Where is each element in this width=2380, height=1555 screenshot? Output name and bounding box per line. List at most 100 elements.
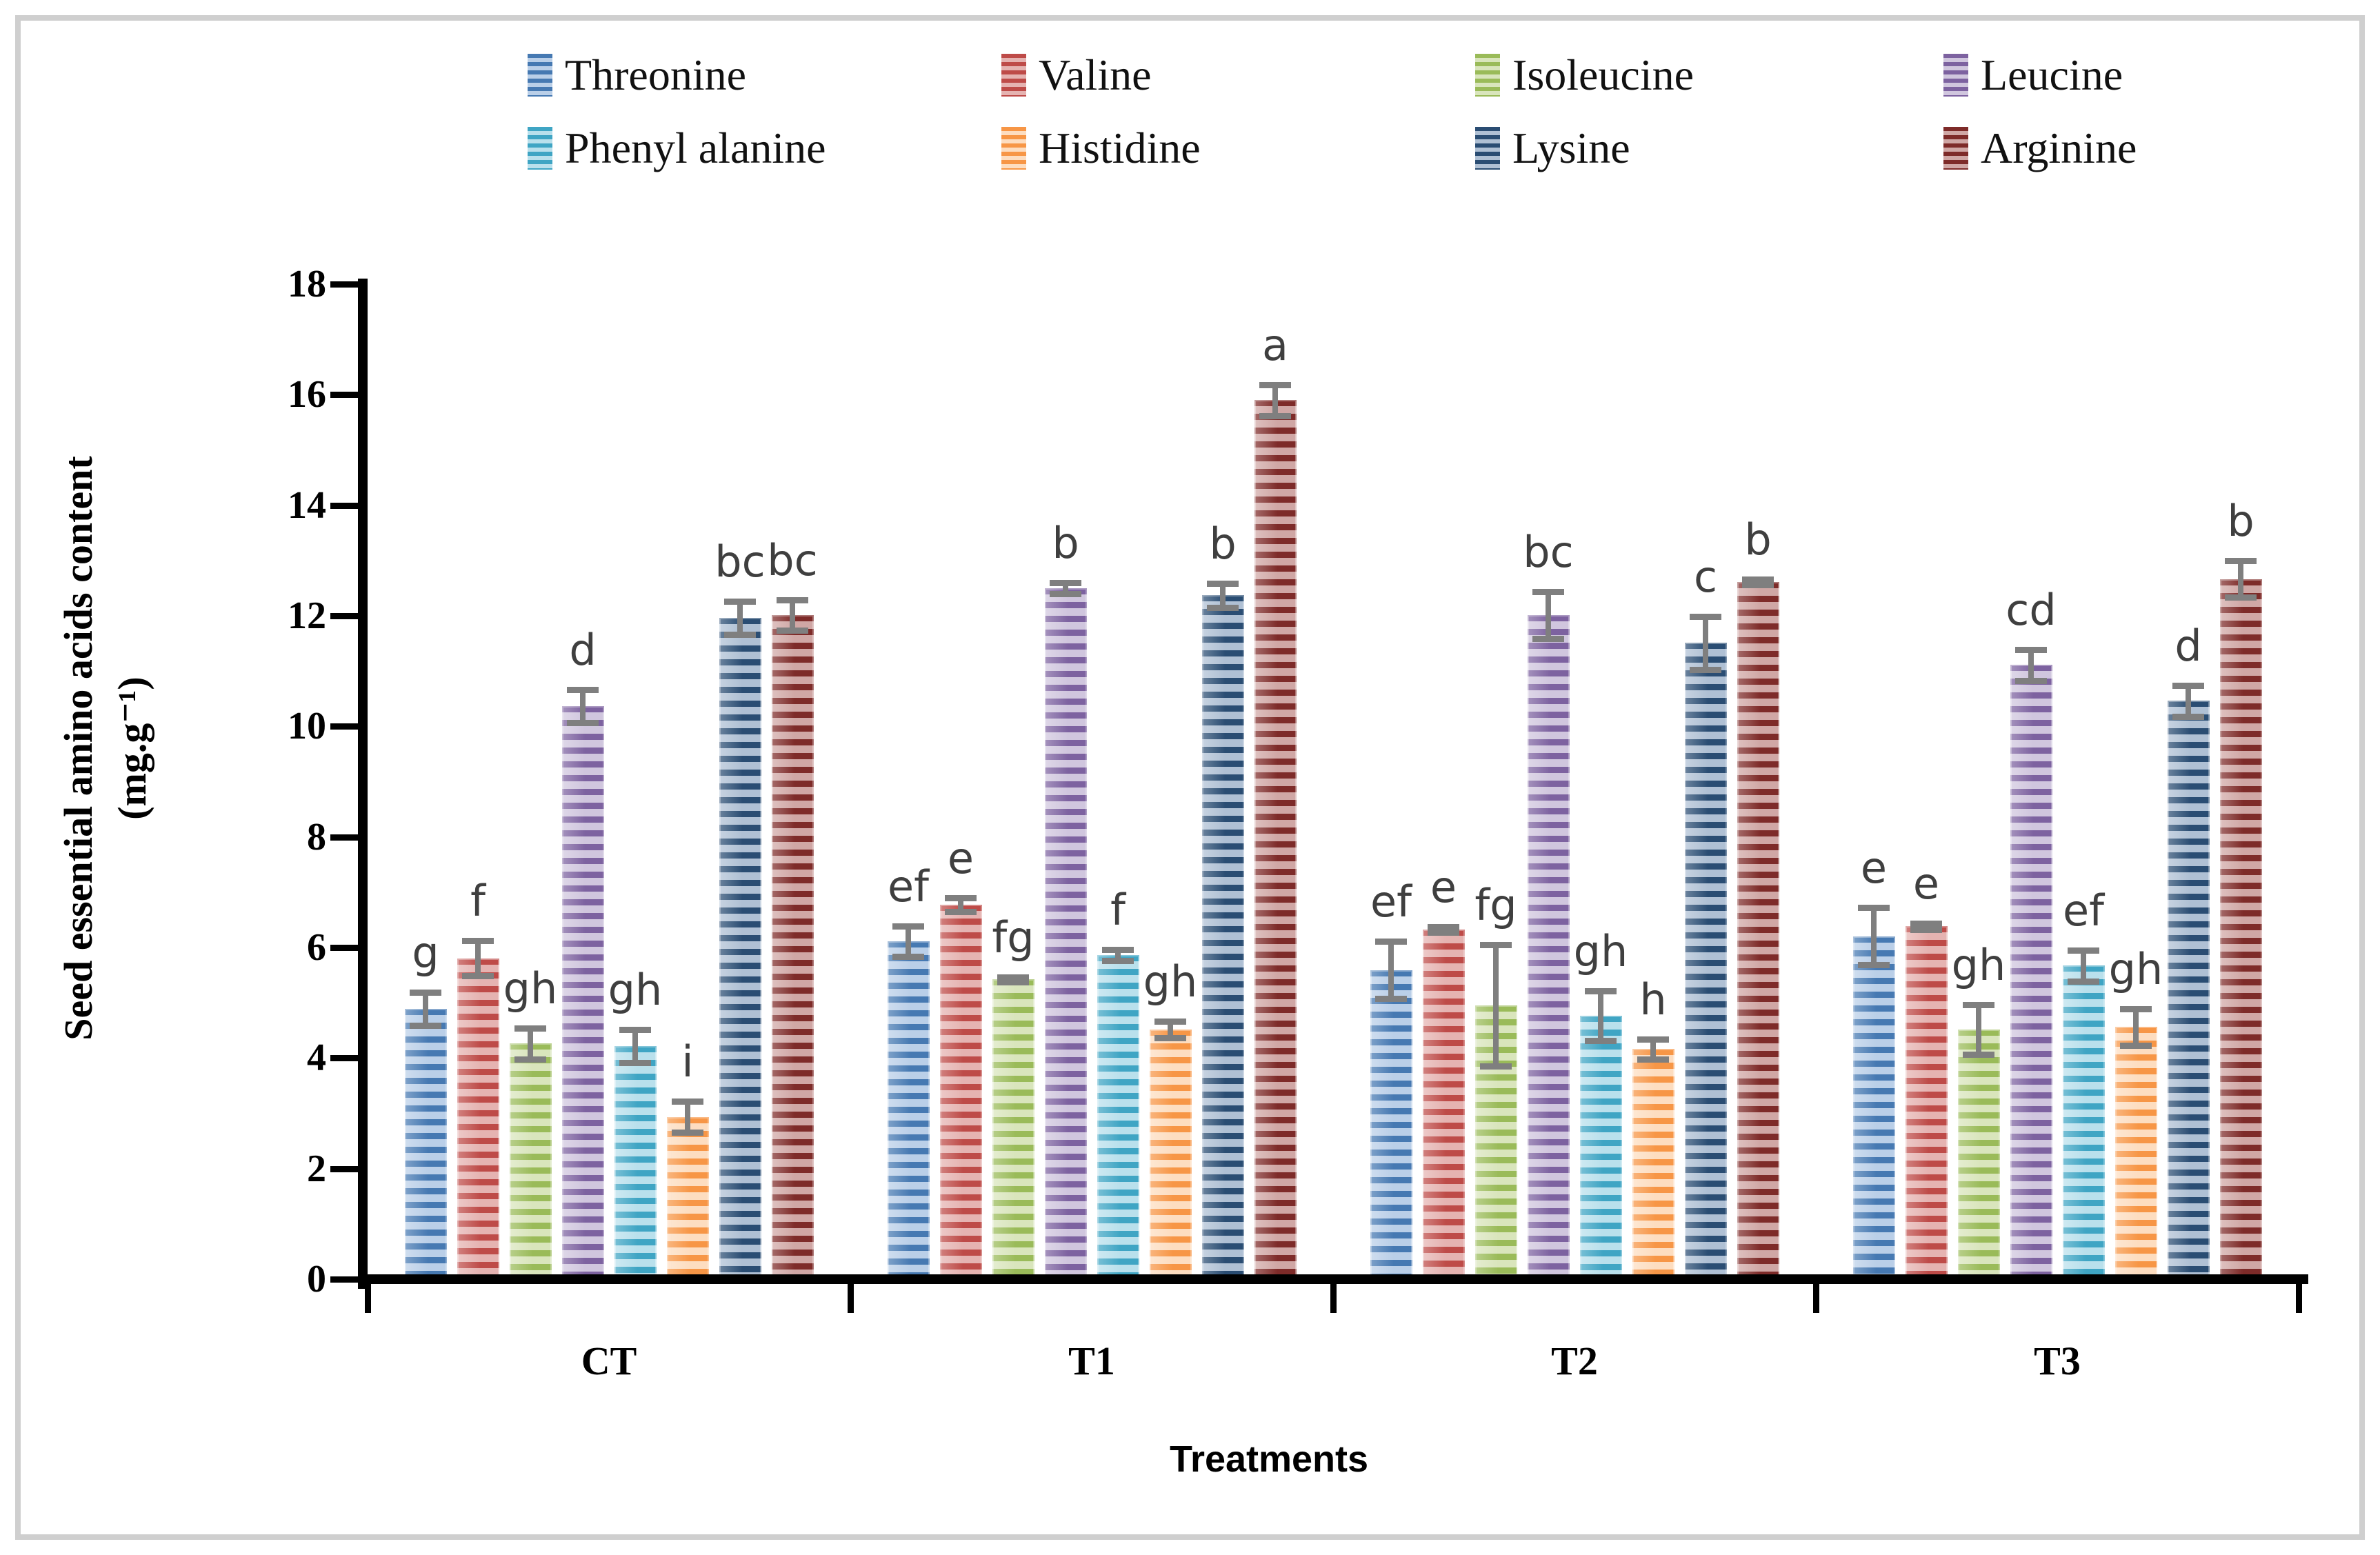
legend-item-leucine: Leucine (1943, 51, 2123, 99)
y-tick-label: 18 (288, 263, 326, 305)
significance-letter: b (1744, 514, 1772, 565)
x-axis-title: Treatments (1169, 1438, 1369, 1480)
y-axis-title-line1: Seed essential amino acids content (56, 456, 101, 1041)
error-bar-line (1871, 907, 1877, 965)
error-bar-line (1388, 941, 1394, 999)
error-bar-cap-bottom (997, 979, 1029, 985)
y-tick-label: 10 (288, 705, 326, 748)
bar-leucine-t2 (1527, 615, 1570, 1276)
error-bar-cap-top (1963, 1002, 1994, 1009)
y-tick (330, 834, 358, 841)
legend-swatch-icon (1001, 127, 1026, 170)
bar-phenyl-alanine-ct (614, 1046, 657, 1276)
error-bar-cap-top (672, 1098, 703, 1105)
legend-swatch-icon (528, 54, 552, 97)
significance-letter: g (412, 927, 439, 978)
y-tick-label: 6 (307, 926, 326, 969)
legend-label: Histidine (1039, 123, 1201, 172)
error-bar-cap-bottom (1742, 581, 1774, 588)
bar-histidine-t2 (1632, 1049, 1674, 1276)
y-tick-label: 4 (307, 1036, 326, 1080)
error-bar-line (1168, 1021, 1173, 1039)
bar-threonine-t1 (887, 941, 930, 1276)
error-bar-cap-top (1154, 1019, 1186, 1025)
error-bar-cap-bottom (1207, 604, 1239, 611)
legend-swatch-icon (1001, 54, 1026, 97)
significance-letter: bc (1523, 527, 1574, 578)
bar-histidine-t1 (1149, 1030, 1192, 1276)
bar-arginine-ct (771, 615, 814, 1276)
significance-letter: cd (2006, 584, 2057, 635)
legend-item-phenyl-alanine: Phenyl alanine (528, 124, 826, 172)
error-bar-line (632, 1030, 638, 1063)
y-axis-title: Seed essential amino acids content (mg.g… (52, 231, 169, 1265)
significance-letter: gh (1951, 940, 2006, 991)
error-bar-cap-bottom (2225, 594, 2257, 601)
legend-label: Threonine (565, 50, 746, 99)
y-tick-label: 0 (307, 1258, 326, 1301)
bar-leucine-t1 (1044, 588, 1087, 1276)
x-category-label: T3 (2034, 1338, 2081, 1383)
error-bar-cap-bottom (1050, 590, 1081, 597)
error-bar-line (737, 601, 743, 635)
significance-letter: gh (1143, 956, 1198, 1007)
error-bar-cap-bottom (672, 1130, 703, 1136)
bar-threonine-ct (404, 1008, 447, 1276)
y-tick (330, 1165, 358, 1172)
error-bar-line (2133, 1008, 2139, 1045)
error-bar-cap-top (1585, 988, 1617, 995)
y-tick-label: 2 (307, 1147, 326, 1190)
error-bar-cap-bottom (1963, 1052, 1994, 1059)
bar-valine-t3 (1905, 926, 1948, 1276)
bar-leucine-ct (561, 706, 604, 1276)
significance-letter: ef (1370, 876, 1412, 927)
error-bar-cap-top (1375, 938, 1407, 945)
significance-letter: f (470, 876, 486, 927)
legend-item-valine: Valine (1001, 51, 1152, 99)
y-tick-label: 12 (288, 594, 326, 637)
error-bar-cap-top (462, 938, 494, 945)
error-bar-cap-bottom (2068, 978, 2099, 985)
error-bar-cap-top (777, 596, 808, 603)
significance-letter: bc (767, 534, 818, 585)
significance-letter: b (1209, 518, 1237, 569)
bar-threonine-t3 (1852, 936, 1895, 1276)
error-bar-cap-top (1102, 947, 1134, 954)
error-bar-line (1976, 1005, 1981, 1055)
y-tick (330, 723, 358, 730)
error-bar-line (1115, 950, 1121, 961)
bar-arginine-t3 (2219, 579, 2262, 1276)
y-axis-line (358, 279, 368, 1289)
error-bar-line (1703, 616, 1708, 670)
error-bar-cap-bottom (1375, 996, 1407, 1003)
error-bar-line (580, 690, 586, 723)
significance-letter: fg (992, 912, 1034, 963)
legend-item-lysine: Lysine (1475, 124, 1630, 172)
error-bar-line (1493, 944, 1499, 1067)
error-bar-line (1220, 583, 1226, 608)
error-bar-cap-bottom (1532, 635, 1564, 642)
error-bar-cap-top (1050, 579, 1081, 586)
x-tick (1813, 1284, 1819, 1313)
error-bar-line (1546, 592, 1551, 639)
error-bar-line (1272, 384, 1278, 416)
error-bar-line (685, 1101, 690, 1133)
error-bar-cap-bottom (619, 1060, 651, 1067)
bar-histidine-t3 (2114, 1027, 2157, 1276)
error-bar-cap-top (1207, 580, 1239, 587)
significance-letter: b (1052, 517, 1079, 568)
significance-letter: e (1860, 843, 1888, 894)
significance-letter: e (947, 833, 974, 884)
significance-letter: gh (503, 963, 558, 1014)
significance-letter: ef (2063, 885, 2104, 936)
legend-label: Valine (1039, 50, 1152, 99)
legend-label: Phenyl alanine (565, 123, 826, 172)
error-bar-line (1650, 1039, 1656, 1059)
y-tick (330, 1276, 358, 1283)
y-tick (330, 613, 358, 619)
legend-label: Isoleucine (1512, 50, 1694, 99)
legend-label: Arginine (1981, 123, 2137, 172)
bar-phenyl-alanine-t3 (2062, 965, 2105, 1276)
error-bar-line (423, 992, 428, 1025)
